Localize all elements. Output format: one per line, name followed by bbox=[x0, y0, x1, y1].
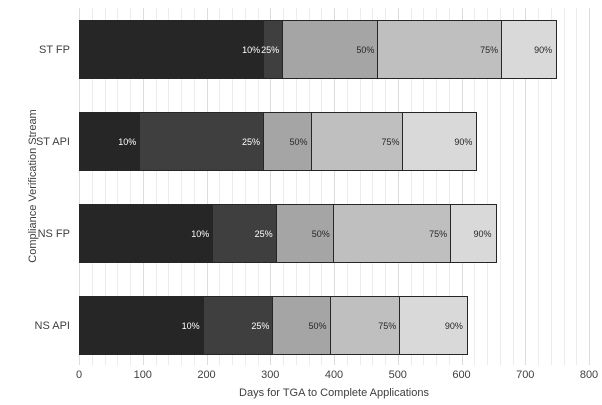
major-gridline bbox=[525, 8, 527, 365]
x-tick-label: 800 bbox=[579, 369, 599, 381]
minor-gridline bbox=[499, 8, 501, 365]
minor-gridline bbox=[91, 8, 93, 365]
bar-st-fp: 10% 25% 50% 75% 90% bbox=[79, 20, 558, 79]
bar-ns-fp: 10% 25% 50% 75% 90% bbox=[79, 204, 497, 263]
x-tick-label: 300 bbox=[261, 369, 280, 381]
minor-gridline bbox=[244, 8, 246, 365]
segment-label: 90% bbox=[534, 44, 553, 55]
segment-label: 50% bbox=[308, 320, 327, 331]
major-gridline bbox=[461, 8, 463, 365]
x-tick-label: 700 bbox=[516, 369, 535, 381]
segment-label: 50% bbox=[356, 44, 375, 55]
x-tick-label: 400 bbox=[324, 369, 344, 381]
minor-gridline bbox=[538, 8, 539, 365]
bar-segment-10% bbox=[80, 205, 214, 262]
segment-label: 10% bbox=[191, 228, 210, 239]
minor-gridline bbox=[423, 8, 425, 365]
minor-gridline bbox=[219, 8, 221, 365]
bar-st-api: 10% 25% 50% 75% 90% bbox=[79, 112, 478, 171]
minor-gridline bbox=[436, 8, 437, 365]
category-label-ns-fp: NS FP bbox=[37, 227, 70, 240]
x-tick-label: 100 bbox=[133, 369, 152, 381]
minor-gridline bbox=[117, 8, 119, 365]
segment-label: 25% bbox=[254, 228, 273, 239]
minor-gridline bbox=[295, 8, 297, 365]
minor-gridline bbox=[385, 8, 386, 365]
minor-gridline bbox=[321, 8, 323, 365]
minor-gridline bbox=[487, 8, 488, 365]
x-tick-label: 0 bbox=[75, 369, 83, 381]
minor-gridline bbox=[155, 8, 157, 365]
minor-gridline bbox=[474, 8, 476, 365]
minor-gridline bbox=[104, 8, 106, 365]
segment-label: 25% bbox=[241, 136, 260, 147]
segment-label: 75% bbox=[381, 136, 400, 147]
minor-gridline bbox=[346, 8, 348, 365]
major-gridline bbox=[206, 8, 208, 365]
minor-gridline bbox=[576, 8, 578, 365]
bar-segment-10% bbox=[80, 113, 141, 170]
segment-label: 25% bbox=[251, 320, 270, 331]
segment-label: 10% bbox=[181, 320, 200, 331]
segment-label: 75% bbox=[480, 44, 499, 55]
segment-label: 50% bbox=[311, 228, 330, 239]
category-label-st-api: ST API bbox=[35, 135, 70, 148]
major-gridline bbox=[334, 8, 335, 365]
minor-gridline bbox=[410, 8, 412, 365]
segment-label: 10% bbox=[118, 136, 137, 147]
minor-gridline bbox=[257, 8, 259, 365]
minor-gridline bbox=[448, 8, 450, 365]
bar-segment-10% bbox=[80, 297, 204, 354]
bar-ns-api: 10% 25% 50% 75% 90% bbox=[79, 296, 468, 355]
segment-label: 75% bbox=[378, 320, 397, 331]
minor-gridline bbox=[232, 8, 233, 365]
segment-label: 90% bbox=[454, 136, 473, 147]
x-tick-label: 600 bbox=[452, 369, 471, 381]
category-label-st-fp: ST FP bbox=[39, 43, 70, 56]
minor-gridline bbox=[181, 8, 182, 365]
major-gridline bbox=[397, 8, 399, 365]
segment-label: 90% bbox=[473, 228, 492, 239]
major-gridline bbox=[270, 8, 272, 365]
x-tick-label: 200 bbox=[197, 369, 216, 381]
segment-label: 75% bbox=[429, 228, 448, 239]
major-gridline bbox=[589, 8, 590, 365]
minor-gridline bbox=[283, 8, 284, 365]
segment-label: 25% bbox=[261, 44, 280, 55]
bar-segment-10% bbox=[80, 21, 265, 78]
minor-gridline bbox=[563, 8, 565, 365]
minor-gridline bbox=[308, 8, 310, 365]
minor-gridline bbox=[550, 8, 552, 365]
major-gridline bbox=[142, 8, 144, 365]
segment-label: 10% bbox=[242, 44, 261, 55]
minor-gridline bbox=[168, 8, 170, 365]
segment-label: 90% bbox=[444, 320, 463, 331]
minor-gridline bbox=[193, 8, 195, 365]
plot-area: 10% 25% 50% 75% 90% 10% 25% 50% 75% 90% 10% 25% 50% 7… bbox=[79, 8, 590, 365]
x-tick-label: 500 bbox=[388, 369, 407, 381]
segment-label: 50% bbox=[289, 136, 308, 147]
minor-gridline bbox=[359, 8, 361, 365]
major-gridline bbox=[79, 8, 80, 365]
category-label-ns-api: NS API bbox=[34, 319, 70, 332]
x-axis-title: Days for TGA to Complete Applications bbox=[239, 387, 429, 399]
minor-gridline bbox=[512, 8, 514, 365]
minor-gridline bbox=[130, 8, 131, 365]
minor-gridline bbox=[372, 8, 374, 365]
